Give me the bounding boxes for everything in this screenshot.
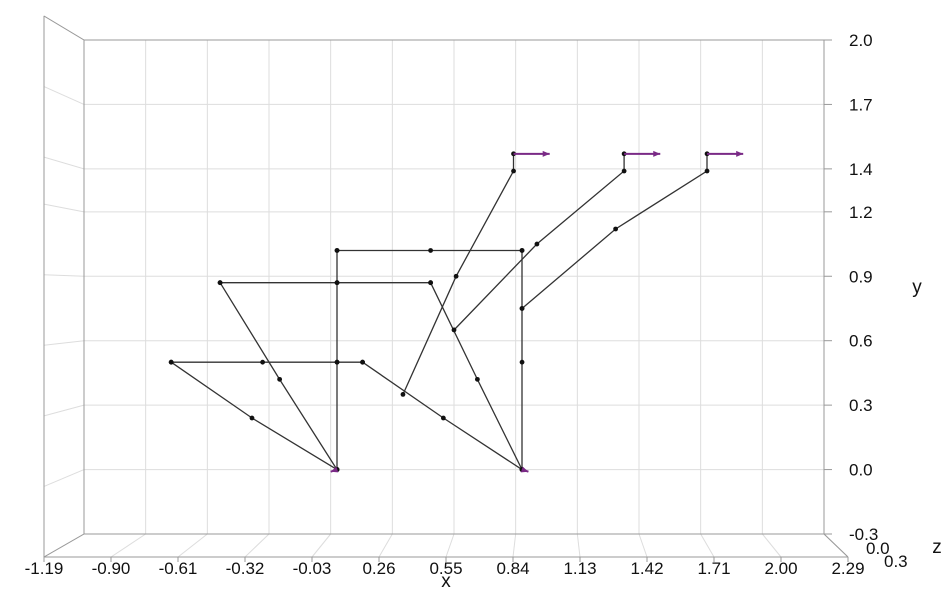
y-tick-label: 0.0 [849,461,873,480]
wall-grid-line [43,404,85,417]
data-point [277,376,283,382]
floor-grid-line [445,533,455,558]
frame-right-floor [823,533,849,558]
data-point [621,151,627,157]
y-tick-label: 2.0 [849,31,873,50]
data-point [453,273,459,279]
left-wall [43,15,85,558]
x-axis-title: x [441,571,451,592]
floor-grid-line [638,533,648,558]
frame-wall-top [43,15,85,41]
data-point [534,241,540,247]
wall-grid-line [43,469,85,487]
series-line [453,153,625,331]
floor-grid-line [311,533,332,558]
floor-grid-line [244,533,270,558]
data-point [400,391,406,397]
x-tick-label: 2.00 [764,559,797,578]
frame-wall-bottom [43,533,85,558]
data-point [704,168,710,174]
x-tick-label: 0.84 [496,559,529,578]
x-tick-label: -0.90 [92,559,131,578]
data-point [428,280,434,286]
y-tick-label: 1.7 [849,95,873,114]
y-tick-label: 1.2 [849,203,873,222]
direction-arrows [330,150,744,473]
x-tick-label: 0.26 [362,559,395,578]
wall-grid-line [43,203,85,213]
series-line [521,153,708,309]
x-tick-label: 0.55 [429,559,462,578]
wall-grid-line [43,274,85,277]
floor-grid-line [378,533,393,558]
data-point [451,327,457,333]
series-line [430,282,523,470]
axis-frame [43,15,849,558]
data-point [334,248,340,253]
data-point [249,415,255,421]
data-point [704,151,710,157]
z-tick-label: 0.0 [866,539,890,558]
y-tick-label: 1.4 [849,160,873,179]
wall-grid-line [43,340,85,346]
data-point [217,280,223,286]
data-point [360,359,365,365]
z-tick-label: 0.3 [884,552,908,571]
series-line [170,361,338,471]
floor-grid-line [700,533,715,558]
series-line [402,153,515,395]
z-tick-labels: 0.00.3 [866,539,908,571]
data-point [511,168,516,174]
x-tick-label: -0.32 [226,559,265,578]
y-axis-title: y [912,277,922,298]
x-tick-label: 1.42 [630,559,663,578]
data-point [334,359,340,365]
y-tick-label: 0.9 [849,267,873,286]
y-tick-label: 0.6 [849,332,873,351]
x-tick-label: -0.61 [159,559,198,578]
data-point [613,226,619,232]
series-points [168,151,710,472]
x-tick-label: -0.03 [293,559,332,578]
wall-grid-line [43,156,85,170]
y-tick-labels: -0.3 0.0 0.3 0.6 0.9 1.2 1.4 1.7 2.0 [824,31,878,544]
data-point [519,306,525,311]
data-point [621,168,627,174]
x-tick-label: -1.19 [25,559,64,578]
series-line [219,282,338,470]
data-point [519,248,525,253]
z-axis-title: z [932,537,942,558]
floor-grid-line [177,533,208,558]
data-point [519,359,525,365]
arrow-head [653,150,661,157]
data-point [334,280,340,286]
x-tick-label: 1.13 [563,559,596,578]
y-tick-label: 0.3 [849,396,873,415]
floor-grid-line [761,533,782,558]
x-tick-label: 1.71 [697,559,730,578]
data-point [440,415,446,421]
arrow-head [542,150,550,157]
floor-grid-line [110,533,146,558]
x-tick-labels: -1.19 -0.90 -0.61 -0.32 -0.03 0.26 0.55 0.84 1.1… [25,557,865,578]
data-point [168,359,174,365]
data-point [428,248,434,253]
left-wall-panel [43,15,85,558]
floor-grid [43,533,849,558]
series-lines [170,153,708,471]
arrow-head [520,466,529,473]
data-point [474,376,480,382]
arrow-head [736,150,744,157]
arrow-head [330,466,339,473]
floor-grid-line [512,533,517,558]
back-grid [83,39,825,535]
x-tick-label: 2.29 [831,559,864,578]
y-tick-label: -0.3 [849,525,878,544]
data-point [260,359,266,365]
floor-grid-line [576,533,581,558]
wall-grid-line [43,86,85,105]
